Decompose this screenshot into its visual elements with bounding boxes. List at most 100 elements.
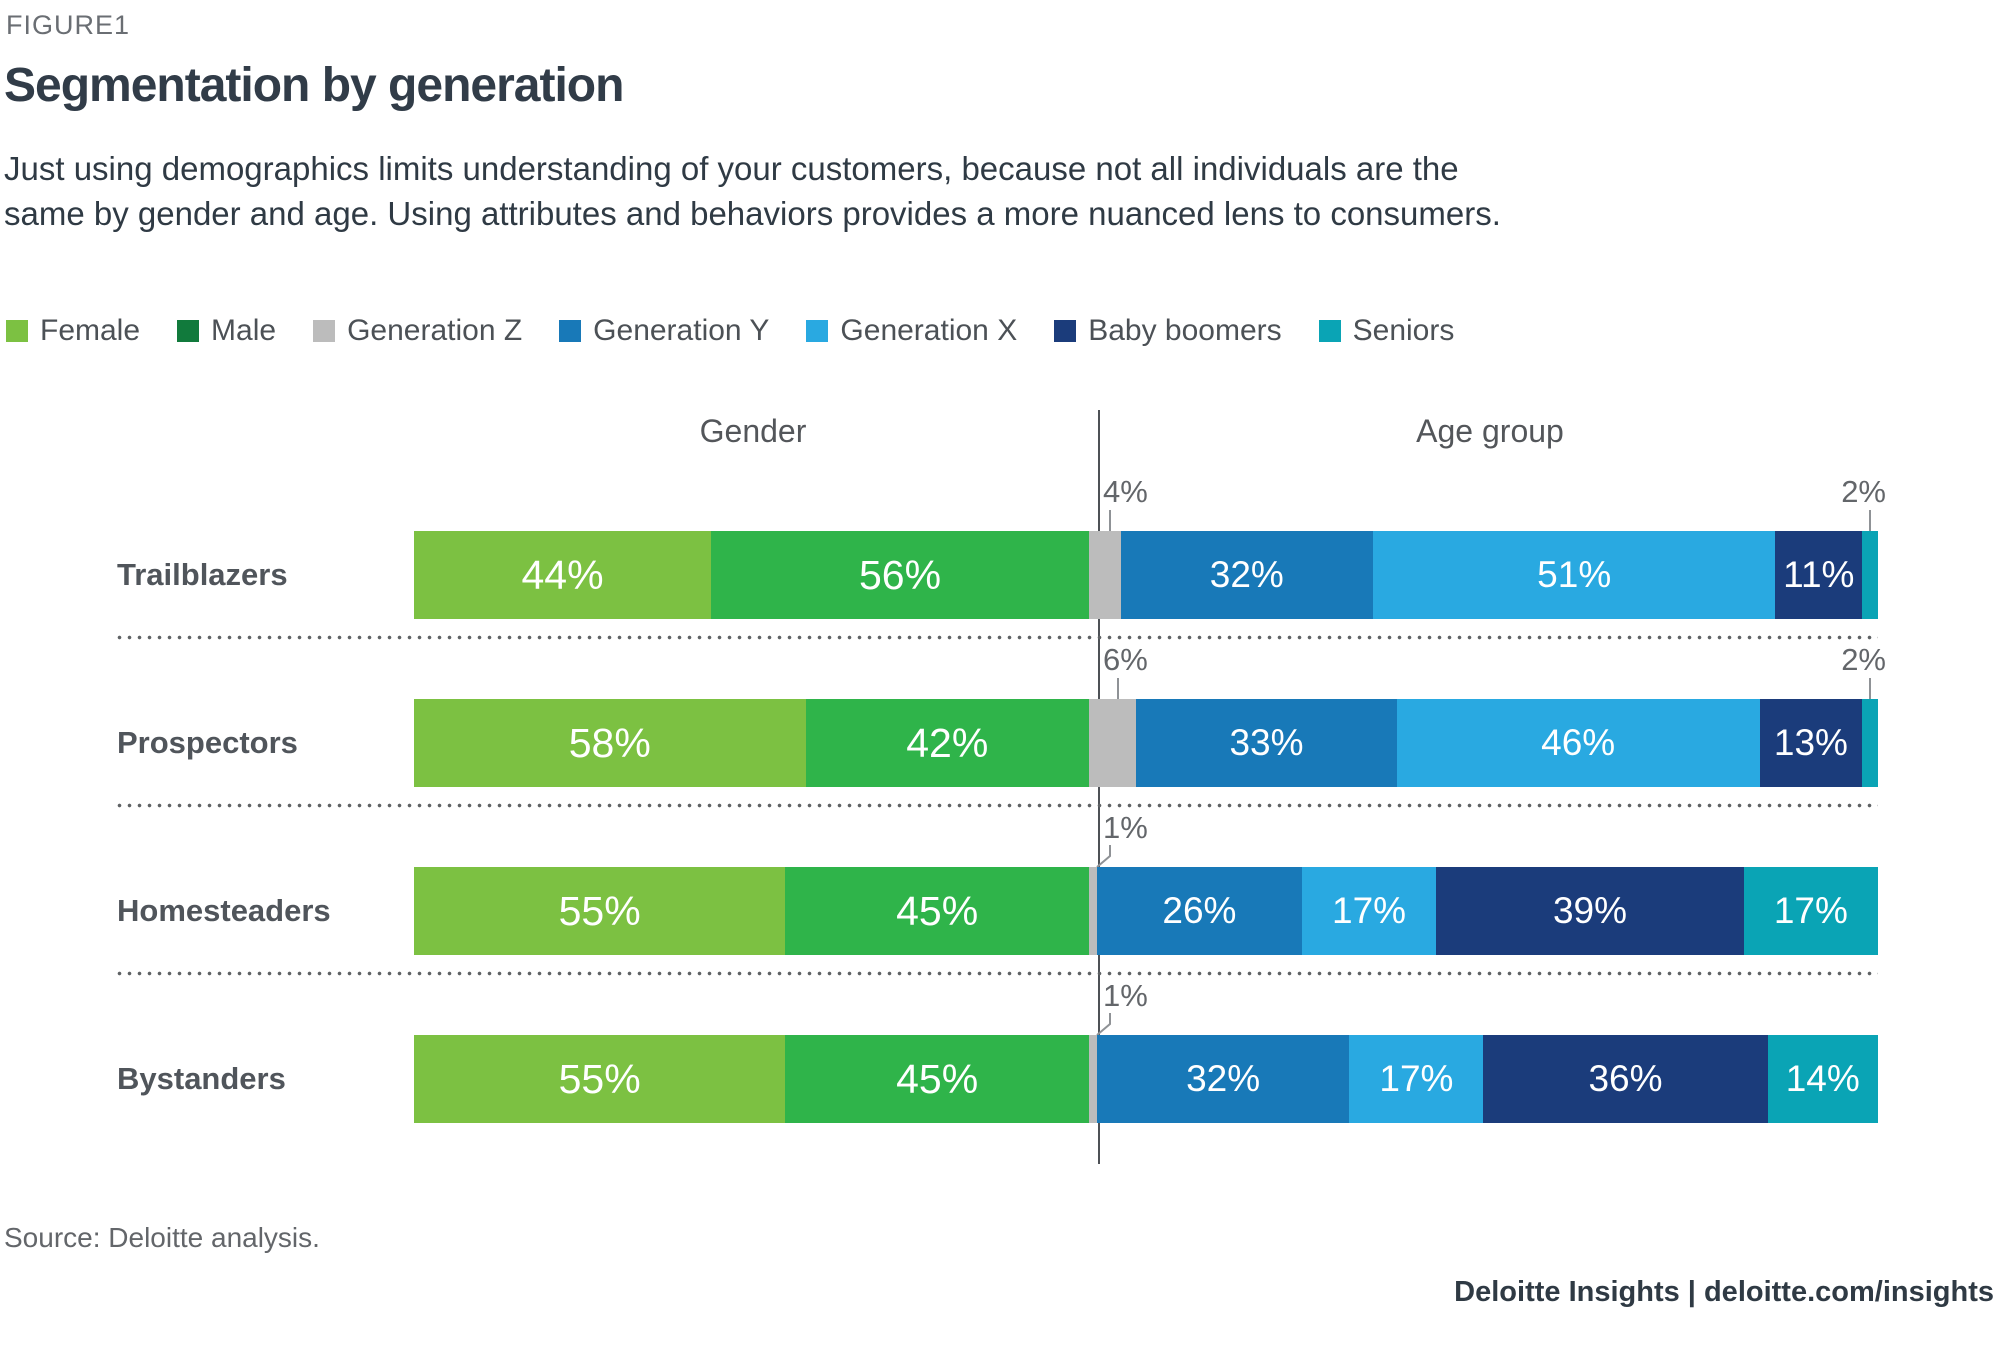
segment-value-label: 45% <box>896 1055 979 1102</box>
segment-value-label: 51% <box>1537 554 1612 595</box>
legend-label: Generation Y <box>593 314 770 347</box>
segment-value-label: 11% <box>1783 554 1855 595</box>
gender-bar-homesteaders: 55% 45% <box>414 867 1089 955</box>
panel-header-gender: Gender <box>699 413 807 449</box>
bar-segment-baby-boomers: 11% <box>1775 531 1863 619</box>
legend-swatch <box>806 320 829 342</box>
segment-value-label: 14% <box>1785 1058 1860 1099</box>
segment-value-label: 58% <box>568 719 651 766</box>
bar-segment-male: 45% <box>785 1035 1089 1123</box>
bar-segment-female: 55% <box>414 867 786 955</box>
callout-label-generation-z: 1% <box>1103 978 1148 1013</box>
callout-tick-line <box>1116 678 1119 699</box>
bar-segment-generation-x: 51% <box>1373 531 1776 619</box>
row-label-prospectors: Prospectors <box>117 725 298 760</box>
bar-segment-generation-x: 46% <box>1396 699 1760 787</box>
bar-segment-seniors: 17% <box>1743 867 1878 955</box>
segment-value-label: 26% <box>1162 890 1237 931</box>
legend-swatch <box>1318 320 1341 342</box>
callout-label-seniors: 2% <box>1841 474 1886 509</box>
bar-segment-male: 42% <box>805 699 1089 787</box>
row-label-homesteaders: Homesteaders <box>117 893 331 928</box>
bar-segment-generation-y: 33% <box>1136 699 1397 787</box>
legend-label: Female <box>40 314 141 347</box>
bar-segment-generation-y: 32% <box>1096 1035 1350 1123</box>
row-label-bystanders: Bystanders <box>117 1061 286 1096</box>
bar-segment-male: 45% <box>785 867 1089 955</box>
legend-label: Seniors <box>1352 314 1455 347</box>
bar-segment-baby-boomers: 39% <box>1436 867 1744 955</box>
legend-item-female: Female <box>6 314 140 348</box>
segment-value-label: 39% <box>1552 890 1627 931</box>
segment-value-label: 33% <box>1229 722 1304 763</box>
row-separator-dotted <box>117 803 1878 808</box>
legend-label: Generation X <box>840 314 1018 347</box>
legend-swatch <box>177 320 200 342</box>
bar-segment-generation-x: 17% <box>1302 867 1437 955</box>
legend-item-generation-x: Generation X <box>806 314 1017 348</box>
legend-item-generation-y: Generation Y <box>559 314 769 348</box>
legend-swatch <box>6 320 28 342</box>
bar-segment-seniors <box>1862 699 1878 787</box>
bar-segment-generation-y: 32% <box>1120 531 1374 619</box>
segment-value-label: 36% <box>1588 1058 1663 1099</box>
bar-segment-generation-x: 17% <box>1349 1035 1484 1123</box>
chart-subtitle: Just using demographics limits understan… <box>4 150 1501 232</box>
segment-value-label: 13% <box>1773 722 1848 763</box>
gender-bar-prospectors: 58% 42% <box>414 699 1089 787</box>
source-note: Source: Deloitte analysis. <box>4 1222 320 1253</box>
bar-segment-baby-boomers: 36% <box>1483 1035 1768 1123</box>
chart-title: Segmentation by generation <box>4 59 624 112</box>
segment-value-label: 55% <box>558 887 641 934</box>
legend-item-baby-boomers: Baby boomers <box>1054 314 1282 348</box>
bar-segment-female: 55% <box>414 1035 786 1123</box>
callout-label-seniors: 2% <box>1841 642 1886 677</box>
legend-label: Generation Z <box>347 314 523 347</box>
callout-label-generation-z: 4% <box>1103 474 1148 509</box>
bar-segment-generation-z <box>1089 531 1121 619</box>
callout-tick-line <box>1108 510 1111 531</box>
row-separator-dotted <box>117 971 1878 976</box>
legend-item-male: Male <box>177 314 276 348</box>
age-bar-prospectors: 33% 46% 13% <box>1089 699 1878 787</box>
callout-label-generation-z: 1% <box>1103 810 1148 845</box>
bar-segment-generation-z <box>1089 867 1097 955</box>
segment-value-label: 44% <box>521 551 604 598</box>
segment-value-label: 17% <box>1773 890 1848 931</box>
legend-swatch <box>1054 320 1077 342</box>
segment-value-label: 55% <box>558 1055 641 1102</box>
segment-value-label: 46% <box>1541 722 1616 763</box>
chart-legend: Female Male Generation Z Generation Y Genera… <box>6 314 1491 348</box>
bar-segment-generation-y: 26% <box>1096 867 1302 955</box>
segment-value-label: 45% <box>896 887 979 934</box>
callout-elbow-line <box>1090 1013 1116 1041</box>
legend-label: Male <box>211 314 277 347</box>
age-bar-trailblazers: 32% 51% 11% <box>1089 531 1878 619</box>
segment-value-label: 56% <box>858 551 942 598</box>
legend-label: Baby boomers <box>1088 314 1282 347</box>
segment-value-label: 17% <box>1379 1058 1454 1099</box>
legend-swatch <box>313 320 336 342</box>
bar-segment-generation-z <box>1089 699 1137 787</box>
legend-swatch <box>559 320 582 342</box>
bar-segment-generation-z <box>1089 1035 1097 1123</box>
gender-bar-bystanders: 55% 45% <box>414 1035 1089 1123</box>
row-separator-dotted <box>117 635 1878 640</box>
bar-segment-female: 44% <box>414 531 711 619</box>
callout-label-generation-z: 6% <box>1103 642 1148 677</box>
callout-elbow-line <box>1090 845 1116 873</box>
panel-header-age: Age group <box>1416 413 1564 449</box>
row-label-trailblazers: Trailblazers <box>117 557 288 592</box>
figure-number: FIGURE1 <box>6 10 131 40</box>
bar-segment-baby-boomers: 13% <box>1759 699 1863 787</box>
legend-item-seniors: Seniors <box>1318 314 1455 348</box>
age-bar-bystanders: 32% 17% 36% 14% <box>1089 1035 1878 1123</box>
panel-divider-line <box>1098 410 1100 1164</box>
bar-segment-seniors: 14% <box>1767 1035 1878 1123</box>
segment-value-label: 42% <box>906 719 989 766</box>
segment-value-label: 32% <box>1186 1058 1261 1099</box>
bar-segment-female: 58% <box>414 699 806 787</box>
segment-value-label: 32% <box>1209 554 1284 595</box>
age-bar-homesteaders: 26% 17% 39% 17% <box>1089 867 1878 955</box>
